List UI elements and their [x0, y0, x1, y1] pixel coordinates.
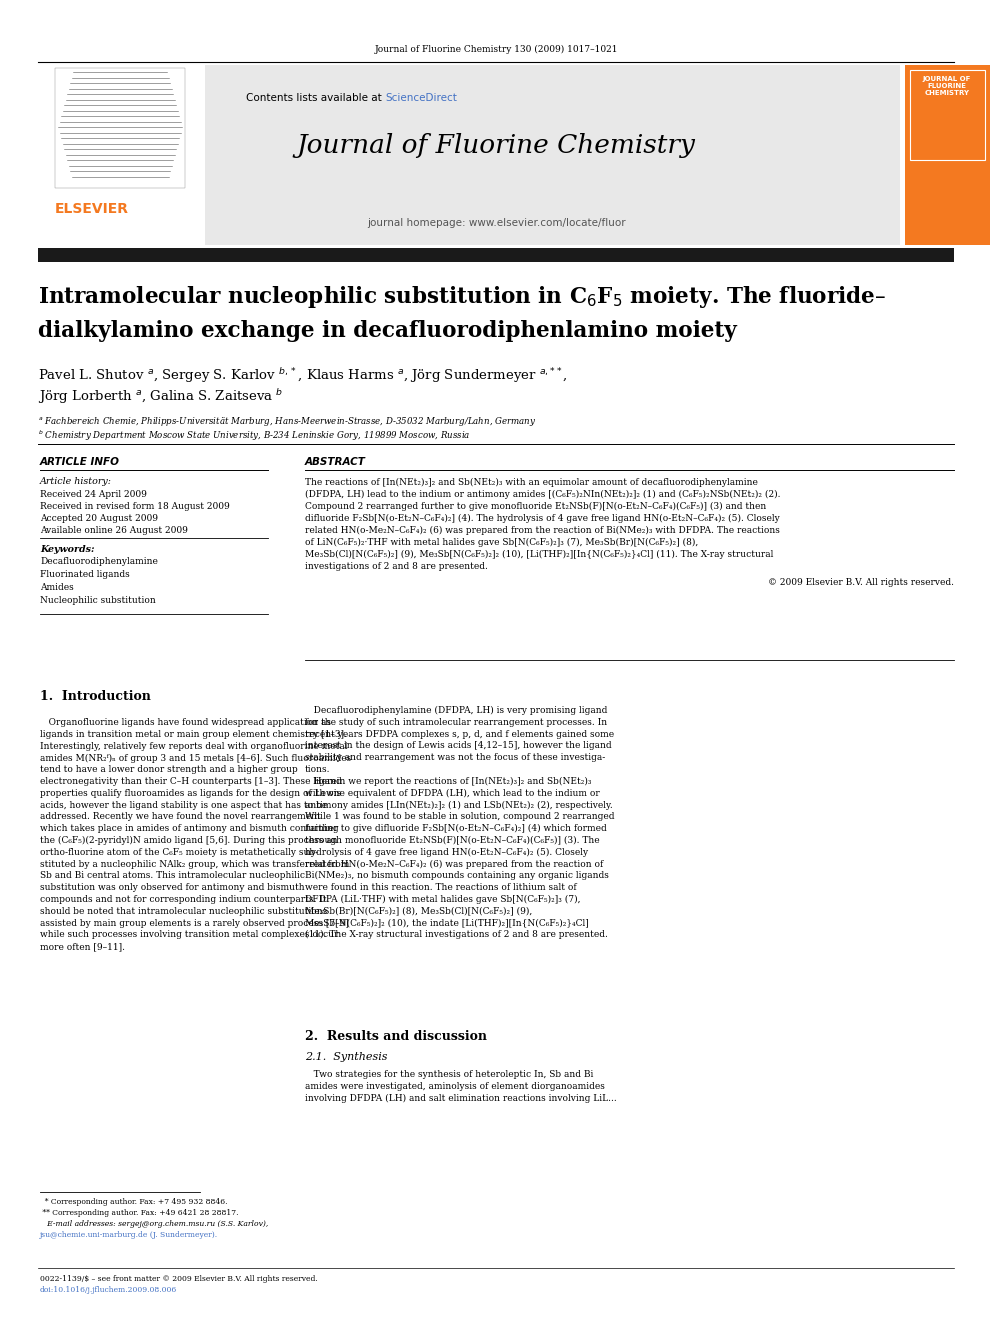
Text: recent years DFDPA complexes s, p, d, and f elements gained some: recent years DFDPA complexes s, p, d, an… [305, 729, 614, 738]
Text: Me₃Sb[N(C₆F₅)₂]₂ (10), the indate [Li(THF)₂][In{N(C₆F₅)₂}₄Cl]: Me₃Sb[N(C₆F₅)₂]₂ (10), the indate [Li(TH… [305, 918, 588, 927]
Text: ARTICLE INFO: ARTICLE INFO [40, 456, 120, 467]
Text: related HN(o-Me₂N–C₆F₄)₂ (6) was prepared from the reaction of: related HN(o-Me₂N–C₆F₄)₂ (6) was prepare… [305, 860, 603, 868]
Text: investigations of 2 and 8 are presented.: investigations of 2 and 8 are presented. [305, 562, 488, 572]
Text: difluoride F₂Sb[N(o-Et₂N–C₆F₄)₂] (4). The hydrolysis of 4 gave free ligand HN(o-: difluoride F₂Sb[N(o-Et₂N–C₆F₄)₂] (4). Th… [305, 515, 780, 523]
Text: Two strategies for the synthesis of heteroleptic In, Sb and Bi: Two strategies for the synthesis of hete… [305, 1070, 593, 1080]
Text: Fluorinated ligands: Fluorinated ligands [40, 570, 130, 579]
Text: Article history:: Article history: [40, 478, 112, 486]
Text: Compound 2 rearranged further to give monofluoride Et₂NSb(F)[N(o-Et₂N–C₆F₄)(C₆F₅: Compound 2 rearranged further to give mo… [305, 501, 766, 511]
Text: 2.  Results and discussion: 2. Results and discussion [305, 1031, 487, 1043]
Text: Amides: Amides [40, 583, 73, 591]
Text: hydrolysis of 4 gave free ligand HN(o-Et₂N–C₆F₄)₂ (5). Closely: hydrolysis of 4 gave free ligand HN(o-Et… [305, 848, 588, 857]
Text: Me₃Sb(Cl)[N(C₆F₅)₂] (9), Me₃Sb[N(C₆F₅)₂]₂ (10), [Li(THF)₂][In{N(C₆F₅)₂}₄Cl] (11): Me₃Sb(Cl)[N(C₆F₅)₂] (9), Me₃Sb[N(C₆F₅)₂]… [305, 550, 774, 560]
Text: antimony amides [LIn(NEt₂)₂]₂ (1) and LSb(NEt₂)₂ (2), respectively.: antimony amides [LIn(NEt₂)₂]₂ (1) and LS… [305, 800, 613, 810]
Text: 2.1.  Synthesis: 2.1. Synthesis [305, 1052, 388, 1062]
Text: (11). The X-ray structural investigations of 2 and 8 are presented.: (11). The X-ray structural investigation… [305, 930, 608, 939]
Text: ELSEVIER: ELSEVIER [55, 202, 129, 216]
Text: with one equivalent of DFDPA (LH), which lead to the indium or: with one equivalent of DFDPA (LH), which… [305, 789, 600, 798]
Text: properties qualify fluoroamides as ligands for the design of Lewis: properties qualify fluoroamides as ligan… [40, 789, 341, 798]
Text: DFDPA (LiL·THF) with metal halides gave Sb[N(C₆F₅)₂]₃ (7),: DFDPA (LiL·THF) with metal halides gave … [305, 894, 580, 904]
Text: stability and rearrangement was not the focus of these investiga-: stability and rearrangement was not the … [305, 753, 605, 762]
Bar [910, 70, 985, 160]
Text: ligands in transition metal or main group element chemistry [1–3].: ligands in transition metal or main grou… [40, 730, 347, 738]
Text: stituted by a nucleophilic NAlk₂ group, which was transferred from: stituted by a nucleophilic NAlk₂ group, … [40, 860, 349, 869]
Text: while such processes involving transition metal complexes occur: while such processes involving transitio… [40, 930, 338, 939]
Text: 0022-1139/$ – see front matter © 2009 Elsevier B.V. All rights reserved.: 0022-1139/$ – see front matter © 2009 El… [40, 1275, 317, 1283]
Text: E-mail addresses: sergej@org.chem.msu.ru (S.S. Karlov),: E-mail addresses: sergej@org.chem.msu.ru… [40, 1220, 268, 1228]
Text: involving DFDPA (LH) and salt elimination reactions involving LiL...: involving DFDPA (LH) and salt eliminatio… [305, 1094, 617, 1103]
Text: Me₃Sb(Br)[N(C₆F₅)₂] (8), Me₃Sb(Cl)[N(C₆F₅)₂] (9),: Me₃Sb(Br)[N(C₆F₅)₂] (8), Me₃Sb(Cl)[N(C₆F… [305, 906, 533, 916]
Text: Pavel L. Shutov $^a$, Sergey S. Karlov $^{b,*}$, Klaus Harms $^a$, Jörg Sunderme: Pavel L. Shutov $^a$, Sergey S. Karlov $… [38, 366, 567, 385]
Text: Journal of Fluorine Chemistry: Journal of Fluorine Chemistry [297, 134, 695, 157]
Text: While 1 was found to be stable in solution, compound 2 rearranged: While 1 was found to be stable in soluti… [305, 812, 614, 822]
Text: Nucleophilic substitution: Nucleophilic substitution [40, 595, 156, 605]
Text: assisted by main group elements is a rarely observed process [7–9]: assisted by main group elements is a rar… [40, 918, 349, 927]
Text: The reactions of [In(NEt₂)₃]₂ and Sb(NEt₂)₃ with an equimolar amount of decafluo: The reactions of [In(NEt₂)₃]₂ and Sb(NEt… [305, 478, 758, 487]
Text: * Corresponding author. Fax: +7 495 932 8846.: * Corresponding author. Fax: +7 495 932 … [40, 1199, 227, 1207]
Text: (DFDPA, LH) lead to the indium or antimony amides [(C₆F₅)₂NIn(NEt₂)₂]₂ (1) and (: (DFDPA, LH) lead to the indium or antimo… [305, 490, 781, 499]
Text: ScienceDirect: ScienceDirect [385, 93, 457, 103]
Text: Received in revised form 18 August 2009: Received in revised form 18 August 2009 [40, 501, 230, 511]
Text: Decafluorodiphenylamine (DFDPA, LH) is very promising ligand: Decafluorodiphenylamine (DFDPA, LH) is v… [305, 706, 607, 716]
Text: Interestingly, relatively few reports deal with organofluorine metal: Interestingly, relatively few reports de… [40, 742, 347, 750]
Text: ** Corresponding author. Fax: +49 6421 28 28817.: ** Corresponding author. Fax: +49 6421 2… [40, 1209, 238, 1217]
Text: the (C₆F₅)(2-pyridyl)N amido ligand [5,6]. During this process an: the (C₆F₅)(2-pyridyl)N amido ligand [5,6… [40, 836, 337, 845]
Text: through monofluoride Et₂NSb(F)[N(o-Et₂N–C₆F₄)(C₆F₅)] (3). The: through monofluoride Et₂NSb(F)[N(o-Et₂N–… [305, 836, 599, 845]
Text: electronegativity than their C–H counterparts [1–3]. These ligand: electronegativity than their C–H counter… [40, 777, 342, 786]
Text: Intramolecular nucleophilic substitution in C$_6$F$_5$ moiety. The fluoride–: Intramolecular nucleophilic substitution… [38, 284, 886, 310]
Text: 1.  Introduction: 1. Introduction [40, 691, 151, 703]
Text: © 2009 Elsevier B.V. All rights reserved.: © 2009 Elsevier B.V. All rights reserved… [768, 578, 954, 587]
Text: for the study of such intramolecular rearrangement processes. In: for the study of such intramolecular rea… [305, 718, 607, 726]
Text: were found in this reaction. The reactions of lithium salt of: were found in this reaction. The reactio… [305, 882, 576, 892]
Text: Keywords:: Keywords: [40, 545, 94, 554]
Text: Contents lists available at: Contents lists available at [246, 93, 385, 103]
Bar [38, 247, 954, 262]
Text: ABSTRACT: ABSTRACT [305, 456, 366, 467]
Text: doi:10.1016/j.jfluchem.2009.08.006: doi:10.1016/j.jfluchem.2009.08.006 [40, 1286, 178, 1294]
Bar [55, 67, 185, 188]
Text: $^b$ Chemistry Department Moscow State University, B-234 Leninskie Gory, 119899 : $^b$ Chemistry Department Moscow State U… [38, 429, 470, 443]
Text: of LiN(C₆F₅)₂·THF with metal halides gave Sb[N(C₆F₅)₂]₃ (7), Me₃Sb(Br)[N(C₆F₅)₂]: of LiN(C₆F₅)₂·THF with metal halides gav… [305, 538, 698, 548]
Text: Accepted 20 August 2009: Accepted 20 August 2009 [40, 515, 158, 523]
Text: amides M(NR₂ᶠ)ₙ of group 3 and 15 metals [4–6]. Such fluoroamides: amides M(NR₂ᶠ)ₙ of group 3 and 15 metals… [40, 753, 351, 762]
Text: Available online 26 August 2009: Available online 26 August 2009 [40, 527, 187, 534]
Text: tions.: tions. [305, 765, 330, 774]
Text: compounds and not for corresponding indium counterparts. It: compounds and not for corresponding indi… [40, 894, 326, 904]
Text: Received 24 April 2009: Received 24 April 2009 [40, 490, 147, 499]
Text: more often [9–11].: more often [9–11]. [40, 942, 125, 951]
Text: Herein we report the reactions of [In(NEt₂)₃]₂ and Sb(NEt₂)₃: Herein we report the reactions of [In(NE… [305, 777, 591, 786]
Bar [905, 65, 990, 245]
Text: which takes place in amides of antimony and bismuth containing: which takes place in amides of antimony … [40, 824, 338, 833]
Text: related HN(o-Me₂N–C₆F₄)₂ (6) was prepared from the reaction of Bi(NMe₂)₃ with DF: related HN(o-Me₂N–C₆F₄)₂ (6) was prepare… [305, 527, 780, 534]
Text: should be noted that intramolecular nucleophilic substitutions: should be noted that intramolecular nucl… [40, 906, 327, 916]
Text: dialkylamino exchange in decafluorodiphenlamino moiety: dialkylamino exchange in decafluorodiphe… [38, 320, 737, 343]
Text: Jörg Lorberth $^a$, Galina S. Zaitseva $^b$: Jörg Lorberth $^a$, Galina S. Zaitseva $… [38, 388, 284, 406]
Text: interest in the design of Lewis acids [4,12–15], however the ligand: interest in the design of Lewis acids [4… [305, 741, 612, 750]
Text: jsu@chemie.uni-marburg.de (J. Sundermeyer).: jsu@chemie.uni-marburg.de (J. Sundermeye… [40, 1230, 218, 1240]
Text: JOURNAL OF
FLUORINE
CHEMISTRY: JOURNAL OF FLUORINE CHEMISTRY [923, 75, 971, 97]
Text: Bi(NMe₂)₃, no bismuth compounds containing any organic ligands: Bi(NMe₂)₃, no bismuth compounds containi… [305, 872, 609, 880]
Text: Sb and Bi central atoms. This intramolecular nucleophilic: Sb and Bi central atoms. This intramolec… [40, 872, 305, 880]
Text: Organofluorine ligands have found widespread application as: Organofluorine ligands have found widesp… [40, 718, 331, 728]
Bar [38, 65, 203, 210]
Text: further to give difluoride F₂Sb[N(o-Et₂N–C₆F₄)₂] (4) which formed: further to give difluoride F₂Sb[N(o-Et₂N… [305, 824, 607, 833]
Text: substitution was only observed for antimony and bismuth: substitution was only observed for antim… [40, 884, 305, 892]
Text: $^a$ Fachbereich Chemie, Philipps-Universität Marburg, Hans-Meerwein-Strasse, D-: $^a$ Fachbereich Chemie, Philipps-Univer… [38, 415, 537, 429]
Text: amides were investigated, aminolysis of element diorganoamides: amides were investigated, aminolysis of … [305, 1082, 605, 1090]
Text: acids, however the ligand stability is one aspect that has to be: acids, however the ligand stability is o… [40, 800, 327, 810]
Text: tend to have a lower donor strength and a higher group: tend to have a lower donor strength and … [40, 765, 298, 774]
Text: Journal of Fluorine Chemistry 130 (2009) 1017–1021: Journal of Fluorine Chemistry 130 (2009)… [374, 45, 618, 54]
Text: addressed. Recently we have found the novel rearrangement: addressed. Recently we have found the no… [40, 812, 320, 822]
Bar [205, 65, 900, 245]
Text: ortho-fluorine atom of the C₆F₅ moiety is metathetically sub-: ortho-fluorine atom of the C₆F₅ moiety i… [40, 848, 318, 857]
Text: journal homepage: www.elsevier.com/locate/fluor: journal homepage: www.elsevier.com/locat… [367, 218, 625, 228]
Text: Decafluorodiphenylamine: Decafluorodiphenylamine [40, 557, 158, 566]
